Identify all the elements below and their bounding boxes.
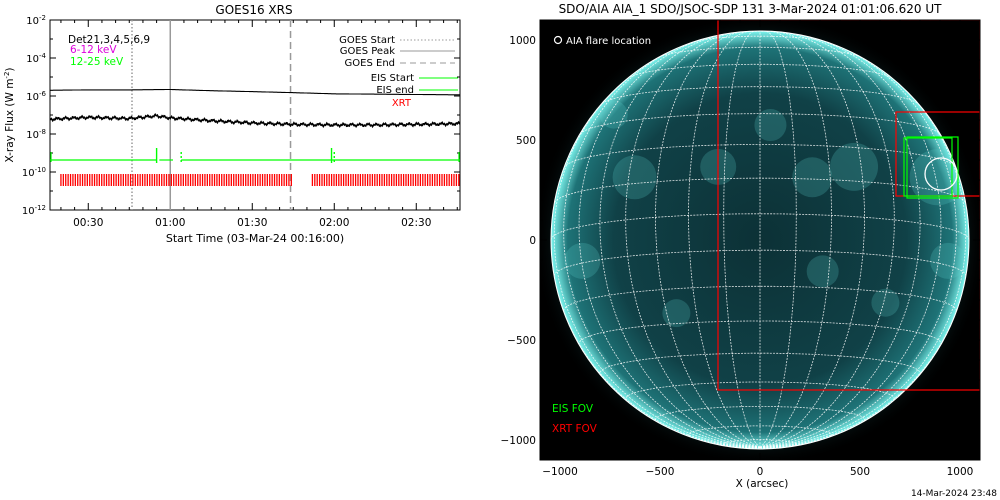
longitude-line bbox=[759, 42, 957, 448]
y-tick-label: 1000 bbox=[509, 35, 536, 47]
y-tick-label: 0 bbox=[529, 235, 536, 247]
goes-event-markers bbox=[131, 20, 292, 210]
eis-fov-label: EIS FOV bbox=[552, 403, 594, 415]
active-region-glow bbox=[806, 255, 839, 288]
latitude-line bbox=[601, 86, 919, 104]
y-tick-label: 10-6 bbox=[26, 90, 46, 103]
active-region-glow bbox=[792, 157, 833, 198]
aia-axes: −1000 −500 0 500 1000 −1000 −500 0 500 1000 bbox=[500, 20, 980, 478]
active-region-glow bbox=[754, 109, 787, 142]
goes-y-axis: 10-2 10-4 10-6 10-8 10-10 10-12 bbox=[22, 14, 460, 217]
y-tick-label: 10-4 bbox=[26, 52, 46, 65]
latitude-line bbox=[655, 406, 865, 423]
xrt-fov-box bbox=[717, 20, 980, 391]
x-tick-label: 500 bbox=[850, 466, 870, 478]
longitude-line bbox=[563, 42, 761, 448]
xrt-coverage bbox=[60, 174, 460, 186]
x-tick-label: −1000 bbox=[542, 466, 578, 478]
goes-x-axis: 00:30 01:00 01:30 02:00 02:30 bbox=[60, 20, 458, 229]
longitude-line bbox=[759, 32, 895, 448]
goes-xrs-chart: GOES16 XRS 10-2 10-4 10-6 10-8 10-10 10-12 00… bbox=[3, 3, 461, 245]
series-6-12-kev bbox=[50, 88, 460, 96]
band-label-6-12: 6-12 keV bbox=[70, 44, 117, 56]
x-tick-label: −500 bbox=[646, 466, 675, 478]
sun-limb bbox=[550, 30, 970, 450]
x-tick-label: 01:00 bbox=[155, 217, 185, 229]
latitude-line bbox=[551, 213, 969, 241]
sun-disk bbox=[551, 31, 969, 449]
x-tick-label: 02:00 bbox=[319, 217, 349, 229]
active-region-glow bbox=[662, 299, 691, 328]
latitude-line bbox=[563, 285, 957, 311]
active-region-glow bbox=[612, 155, 657, 200]
legend-eis-start: EIS Start bbox=[371, 73, 414, 84]
active-region-glow bbox=[871, 288, 900, 317]
x-tick-label: 01:30 bbox=[237, 217, 267, 229]
flare-legend-label: AIA flare location bbox=[566, 36, 651, 47]
y-tick-label: 10-12 bbox=[22, 204, 46, 217]
active-region-glow bbox=[830, 142, 879, 191]
longitude-line bbox=[759, 35, 942, 448]
latitude-line bbox=[688, 425, 832, 438]
flare-location-marker bbox=[924, 157, 958, 191]
latitude-line bbox=[563, 144, 957, 169]
aia-map: SDO/AIA AIA_1 SDO/JSOC-SDP 131 3-Mar-202… bbox=[500, 2, 997, 499]
longitude-line bbox=[723, 31, 761, 448]
longitude-line bbox=[578, 35, 761, 448]
y-tick-label: 10-8 bbox=[26, 128, 46, 141]
longitude-line bbox=[759, 31, 832, 448]
goes-series-lines bbox=[49, 88, 461, 129]
det-label: Det21,3,4,5,6,9 bbox=[68, 34, 150, 46]
fov-overlays bbox=[717, 20, 980, 391]
longitude-line bbox=[759, 31, 797, 448]
latitude-line bbox=[693, 35, 827, 43]
heliographic-grid bbox=[551, 31, 969, 449]
xrt-fov-label: XRT FOV bbox=[552, 423, 598, 435]
legend-eis-end: EIS end bbox=[376, 85, 414, 96]
band-label-12-25: 12-25 keV bbox=[70, 56, 124, 68]
active-region-glow bbox=[599, 100, 628, 129]
y-tick-label: 10-2 bbox=[26, 14, 46, 27]
longitude-line bbox=[759, 75, 967, 448]
x-tick-label: 02:30 bbox=[401, 217, 431, 229]
latitude-line bbox=[627, 63, 893, 79]
goes-x-axis-label: Start Time (03-Mar-24 00:16:00) bbox=[166, 232, 344, 245]
aia-title: SDO/AIA AIA_1 SDO/JSOC-SDP 131 3-Mar-202… bbox=[559, 2, 943, 16]
goes-y-axis-label: X-ray Flux (W m-2) bbox=[3, 67, 16, 162]
legend-goes-end: GOES End bbox=[345, 58, 395, 69]
legend-goes-start: GOES Start bbox=[339, 35, 395, 46]
y-tick-label: −1000 bbox=[500, 435, 536, 447]
active-region-glow bbox=[930, 242, 967, 279]
longitude-line bbox=[625, 32, 761, 448]
eis-fov-box bbox=[903, 137, 953, 197]
longitude-line bbox=[688, 31, 761, 448]
longitude-line bbox=[553, 75, 761, 448]
series-12-25-kev bbox=[49, 112, 461, 129]
x-tick-label: 1000 bbox=[947, 466, 974, 478]
longitude-line bbox=[759, 31, 865, 448]
latitude-line bbox=[599, 352, 921, 376]
x-tick-label: 0 bbox=[757, 466, 764, 478]
goes-legend: GOES Start GOES Peak GOES End EIS Start … bbox=[339, 35, 458, 109]
x-tick-label: 00:30 bbox=[73, 217, 103, 229]
flare-legend-icon bbox=[553, 35, 563, 45]
active-region-glow bbox=[564, 242, 601, 279]
aia-x-axis-label: X (arcsec) bbox=[736, 478, 789, 490]
goes-title: GOES16 XRS bbox=[215, 3, 292, 17]
eis-coverage bbox=[50, 148, 460, 163]
legend-goes-peak: GOES Peak bbox=[340, 46, 395, 57]
y-tick-label: 500 bbox=[516, 135, 536, 147]
eis-fov-box bbox=[906, 136, 959, 199]
longitude-line bbox=[655, 31, 761, 448]
legend-xrt: XRT bbox=[392, 98, 412, 109]
aia-footer-timestamp: 14-Mar-2024 23:48 bbox=[911, 489, 997, 499]
y-tick-label: 10-10 bbox=[22, 166, 46, 179]
y-tick-label: −500 bbox=[507, 335, 536, 347]
